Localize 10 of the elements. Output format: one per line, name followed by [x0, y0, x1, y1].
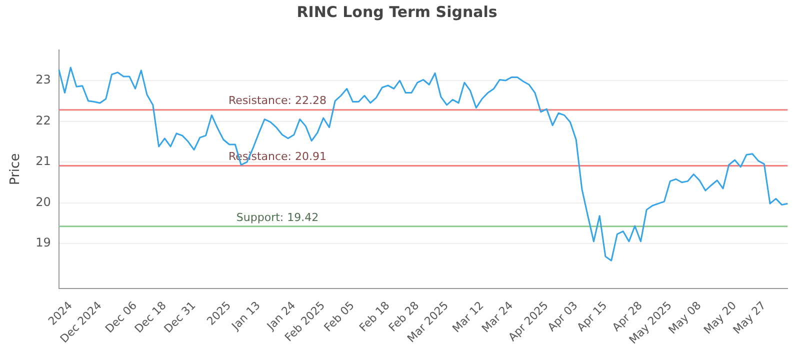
y-tick-label: 22 — [36, 113, 51, 128]
y-axis-title: Price — [8, 153, 24, 186]
chart-title: RINC Long Term Signals — [296, 2, 498, 21]
ref-line-label: Resistance: 22.28 — [228, 94, 326, 108]
y-tick-label: 20 — [36, 194, 51, 209]
y-tick-label: 23 — [36, 72, 51, 87]
x-tick-label: Jan 13 — [228, 298, 263, 334]
y-tick-label: 19 — [36, 236, 51, 250]
ref-line-label: Support: 19.42 — [236, 210, 319, 224]
y-tick-label: 21 — [36, 154, 51, 168]
